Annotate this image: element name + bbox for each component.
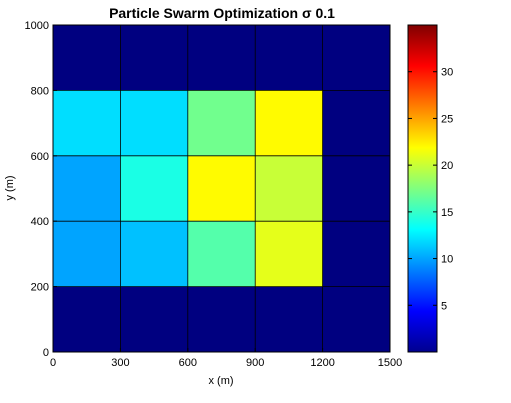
heatmap-cell-r3-c0	[53, 90, 121, 156]
x-tick-label: 300	[111, 357, 129, 369]
colorbar-ticks: 5 10 15 20 25 30	[408, 67, 453, 312]
plot-frame	[52, 24, 391, 353]
heatmap-cell-r0-c4	[322, 286, 390, 352]
heatmap-cell-r4-c3	[255, 25, 323, 91]
heatmap-cell-r2-c1	[120, 155, 188, 222]
heatmap-cell-r4-c0	[53, 25, 121, 91]
heatmap-cell-r2-c2	[187, 155, 256, 222]
heatmap-cell-r1-c0	[53, 221, 121, 287]
heatmap-cell-r3-c1	[120, 90, 188, 156]
heatmap-cell-r0-c1	[120, 286, 188, 352]
heatmap-cell-r3-c2	[187, 90, 256, 156]
heatmap-cell-r4-c2	[187, 25, 256, 91]
heatmap-cell-r4-c4	[322, 25, 390, 91]
x-tick-label: 1200	[310, 357, 334, 369]
y-tick-label: 0	[43, 347, 49, 359]
x-tick-label: 0	[50, 357, 56, 369]
heatmap-cell-r1-c1	[120, 221, 188, 287]
y-tick-label: 200	[31, 282, 49, 294]
y-axis-ticks: 0 200 400 600 800 1000	[25, 20, 57, 359]
colorbar-tick-label: 30	[441, 67, 453, 79]
heatmap-cell-r2-c3	[255, 155, 323, 222]
x-tick-label: 900	[246, 357, 264, 369]
gridlines	[53, 25, 390, 352]
heatmap-cell-r3-c3	[255, 90, 323, 156]
heatmap-cell-r4-c1	[120, 25, 188, 91]
x-tick-label: 1500	[378, 357, 402, 369]
y-axis-label: y (m)	[4, 175, 16, 200]
heatmap-cells	[53, 25, 390, 352]
heatmap-cell-r2-c0	[53, 155, 121, 222]
y-tick-label: 600	[31, 151, 49, 163]
heatmap-cell-r0-c2	[187, 286, 256, 352]
heatmap-cell-r0-c0	[53, 286, 121, 352]
heatmap-cell-r1-c4	[322, 221, 390, 287]
colorbar-tick-label: 5	[441, 300, 447, 312]
colorbar-tick-label: 20	[441, 160, 453, 172]
heatmap-cell-r1-c3	[255, 221, 323, 287]
heatmap-cell-r3-c4	[322, 90, 390, 156]
x-tick-label: 600	[179, 357, 197, 369]
colorbar-tick-label: 15	[441, 207, 453, 219]
colorbar-tick-label: 25	[441, 113, 453, 125]
y-tick-label: 400	[31, 216, 49, 228]
y-tick-label: 800	[31, 85, 49, 97]
colorbar	[407, 24, 438, 353]
y-tick-label: 1000	[25, 20, 49, 32]
colorbar-tick-label: 10	[441, 254, 453, 266]
chart-title: Particle Swarm Optimization σ 0.1	[109, 5, 335, 21]
heatmap-cell-r2-c4	[322, 155, 390, 222]
heatmap-cell-r1-c2	[187, 221, 256, 287]
heatmap-cell-r0-c3	[255, 286, 323, 352]
x-axis-ticks: 0 300 600 900 1200 1500	[50, 348, 402, 369]
x-axis-label: x (m)	[208, 375, 233, 387]
